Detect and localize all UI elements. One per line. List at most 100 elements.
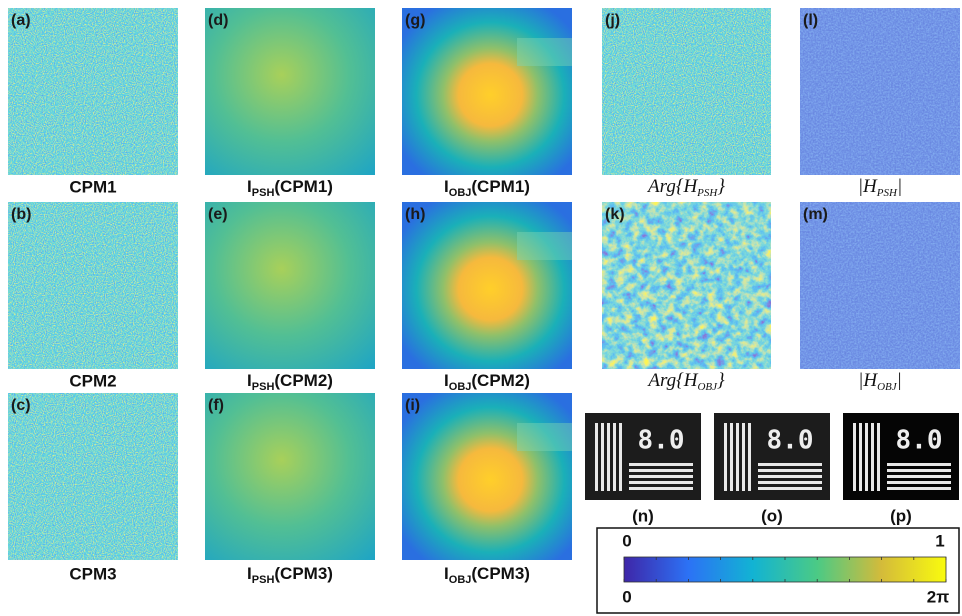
colorbar-label: 1 — [935, 531, 944, 550]
panel: (c) CPM3 — [8, 393, 178, 583]
target-bar — [853, 423, 856, 491]
panel: (k) Arg{HOBJ} — [602, 202, 771, 393]
panel-label: (h) — [405, 206, 425, 223]
panel-label: (g) — [405, 12, 425, 29]
target-bar — [877, 423, 880, 491]
panel: (a) CPM1 — [8, 8, 178, 196]
panel-image — [205, 8, 375, 175]
small-panel: 8.0 (o) — [714, 413, 830, 525]
target-bar — [859, 423, 862, 491]
panel-image — [8, 8, 178, 175]
target-line — [629, 487, 693, 490]
panel-image — [402, 202, 572, 369]
panel: (e)IPSH(CPM2) — [205, 202, 375, 393]
caption-subscript: OBJ — [877, 381, 898, 393]
panel-label: (i) — [405, 397, 420, 414]
panel-artifact — [517, 38, 572, 66]
colorbar-label: 2π — [927, 587, 949, 606]
small-panel: 8.0 (n) — [585, 413, 701, 525]
panel-image — [602, 8, 771, 175]
target-line — [887, 475, 951, 478]
panel: (j) Arg{HPSH} — [602, 8, 771, 199]
target-bar — [613, 423, 616, 491]
panel-label: (f) — [208, 397, 224, 414]
caption: |HPSH| — [858, 176, 902, 198]
caption-argument: } — [717, 370, 725, 391]
target-line — [758, 475, 822, 478]
caption: CPM1 — [69, 177, 116, 196]
target-line — [758, 469, 822, 472]
target-bar — [871, 423, 874, 491]
panel-label: (c) — [11, 397, 31, 414]
caption-base: |H — [858, 176, 878, 197]
panel: (d) IPSH(CPM1) — [205, 8, 375, 199]
target-bar — [865, 423, 868, 491]
caption: IPSH(CPM2) — [247, 371, 333, 392]
caption-base: |H — [858, 370, 878, 391]
caption: Arg{HPSH} — [646, 176, 725, 198]
small-panel-caption: (n) — [632, 506, 654, 525]
panel-image — [8, 393, 178, 560]
caption: IPSH(CPM1) — [247, 177, 333, 198]
panel-artifact — [517, 423, 572, 451]
page: {"panel_labels": ["(a)", "(d)", "(g)", "… — [0, 0, 962, 616]
target-line — [887, 463, 951, 466]
target-bar — [601, 423, 604, 491]
panel-label: (j) — [605, 12, 620, 29]
target-bar — [736, 423, 739, 491]
panel-label: (a) — [11, 12, 31, 29]
target-text: 8.0 — [767, 426, 814, 456]
target-line — [758, 463, 822, 466]
panel: (l)|HPSH| — [800, 8, 960, 199]
target-bar — [619, 423, 622, 491]
panel-image — [205, 393, 375, 560]
target-bar — [595, 423, 598, 491]
panel-image — [402, 8, 572, 175]
caption-argument: | — [897, 370, 902, 391]
caption: IPSH(CPM3) — [247, 564, 333, 585]
caption-subscript: PSH — [696, 187, 718, 199]
panel-image — [205, 202, 375, 369]
caption-subscript: PSH — [252, 574, 275, 586]
caption: IOBJ(CPM1) — [444, 177, 530, 198]
caption-subscript: OBJ — [449, 574, 472, 586]
caption-argument: (CPM3) — [274, 564, 333, 583]
panel-image — [800, 8, 960, 175]
target-bar — [724, 423, 727, 491]
panel-image — [602, 202, 771, 369]
panel-image — [8, 202, 178, 369]
small-panel: 8.0(p) — [843, 413, 959, 525]
panel-label: (k) — [605, 206, 625, 223]
caption-base: Arg{H — [646, 176, 698, 197]
target-text: 8.0 — [638, 426, 685, 456]
small-panel-caption: (o) — [761, 506, 783, 525]
caption-subscript: PSH — [252, 381, 275, 393]
caption: IOBJ(CPM2) — [444, 371, 530, 392]
caption-argument: (CPM2) — [274, 371, 333, 390]
target-line — [629, 481, 693, 484]
caption-subscript: PSH — [876, 187, 898, 199]
target-line — [758, 481, 822, 484]
caption: IOBJ(CPM3) — [444, 564, 530, 585]
target-line — [887, 469, 951, 472]
panel: (m)|HOBJ| — [800, 202, 960, 393]
target-bar — [607, 423, 610, 491]
target-line — [629, 475, 693, 478]
panel: (h) IOBJ(CPM2) — [402, 202, 572, 393]
caption: Arg{HOBJ} — [646, 370, 725, 392]
caption-argument: (CPM1) — [471, 177, 530, 196]
caption-subscript: OBJ — [449, 187, 472, 199]
panel-label: (d) — [208, 12, 228, 29]
caption-argument: (CPM1) — [274, 177, 333, 196]
panel: (f) IPSH(CPM3) — [205, 393, 375, 586]
panel: (g) IOBJ(CPM1) — [402, 8, 572, 199]
target-bar — [748, 423, 751, 491]
caption: CPM3 — [69, 564, 116, 583]
caption-base: Arg{H — [646, 370, 698, 391]
figure: (a) CPM1 (d) IPSH(CPM1) (g) IOBJ(CPM1) (j) Arg{… — [0, 0, 962, 616]
caption-subscript: PSH — [252, 187, 275, 199]
target-line — [758, 487, 822, 490]
target-bar — [742, 423, 745, 491]
caption: |HOBJ| — [858, 370, 902, 392]
